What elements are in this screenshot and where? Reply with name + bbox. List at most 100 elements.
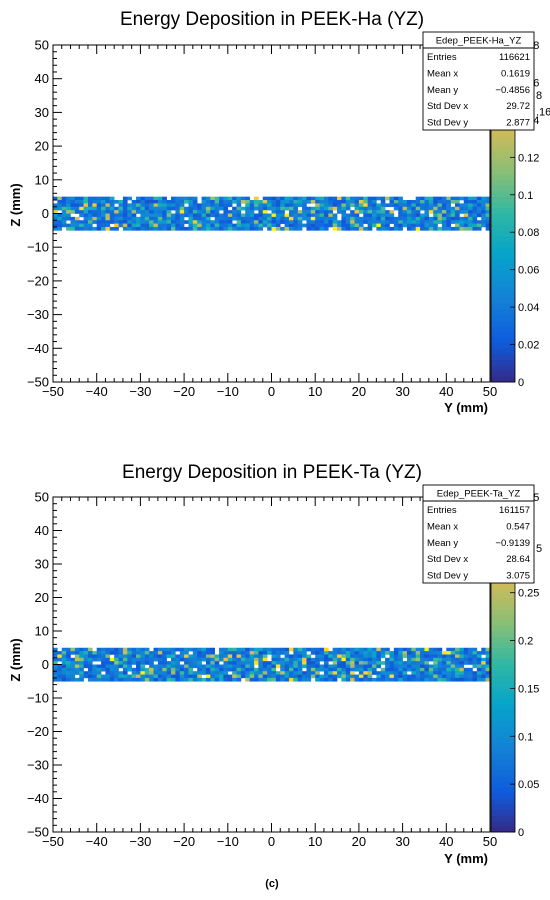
heatmap-cell <box>144 657 150 662</box>
heatmap-cell <box>476 226 482 231</box>
x-axis-label: Y (mm) <box>444 851 488 866</box>
heatmap-cell <box>280 196 285 201</box>
heatmap-cell <box>236 226 242 231</box>
heatmap-cell <box>275 213 281 218</box>
colorbar-segment <box>491 820 515 827</box>
heatmap-cell <box>254 661 259 665</box>
heatmap-cell <box>350 674 355 679</box>
heatmap-cell <box>323 654 329 659</box>
heatmap-cell <box>372 657 377 662</box>
heatmap-cell <box>455 647 460 652</box>
heatmap-cell <box>53 677 58 682</box>
y-tick-label: 10 <box>35 624 49 639</box>
heatmap-cell <box>57 216 63 221</box>
heatmap-cell <box>450 661 456 665</box>
heatmap-cell <box>227 664 233 669</box>
heatmap-cell <box>424 200 430 204</box>
heatmap-cell <box>271 206 277 211</box>
heatmap-cell <box>354 210 360 214</box>
heatmap-cell <box>232 206 237 211</box>
heatmap-cell <box>284 226 290 231</box>
heatmap-cell <box>219 654 224 659</box>
heatmap-cell <box>459 657 465 662</box>
heatmap-cell <box>201 651 207 655</box>
x-tick-label: −40 <box>86 834 108 849</box>
colorbar-segment <box>491 653 515 660</box>
colorbar-segment <box>491 275 515 282</box>
heatmap-cell <box>284 220 290 224</box>
heatmap-cell <box>437 226 443 231</box>
heatmap-cell <box>433 200 438 204</box>
heatmap-cell <box>240 196 246 201</box>
heatmap-cell <box>411 200 417 204</box>
heatmap-cell <box>288 677 294 682</box>
heatmap-cell <box>472 226 478 231</box>
heatmap-cell <box>249 206 255 211</box>
heatmap-cell <box>249 213 255 218</box>
heatmap-cell <box>157 226 163 231</box>
heatmap-cell <box>459 661 465 665</box>
heatmap-cell <box>227 210 233 214</box>
heatmap-cell <box>205 671 211 675</box>
heatmap-cell <box>223 661 229 665</box>
heatmap-cell <box>74 654 80 659</box>
heatmap-cell <box>284 654 290 659</box>
heatmap-cell <box>389 661 395 665</box>
heatmap-cell <box>358 226 364 231</box>
heatmap-cell <box>450 220 456 224</box>
colorbar-segment <box>491 826 515 833</box>
heatmap-cell <box>363 216 368 221</box>
heatmap-cell <box>358 677 364 682</box>
heatmap-cell <box>372 213 377 218</box>
heatmap-cell <box>341 667 347 672</box>
heatmap-cell <box>184 657 189 662</box>
heatmap-cell <box>232 223 237 228</box>
heatmap-cell <box>415 226 421 231</box>
heatmap-cell <box>463 651 469 655</box>
heatmap-cell <box>96 220 102 224</box>
heatmap-cell <box>140 667 146 672</box>
heatmap-cell <box>118 651 124 655</box>
heatmap-cell <box>468 657 473 662</box>
colorbar-segment <box>491 781 515 788</box>
heatmap-cell <box>476 657 482 662</box>
heatmap-cell <box>297 654 303 659</box>
heatmap-cell <box>127 203 132 208</box>
heatmap-cell <box>297 226 303 231</box>
heatmap-cell <box>170 664 176 669</box>
stats-label: Std Dev x <box>427 554 468 565</box>
heatmap-cell <box>267 226 272 231</box>
heatmap-cell <box>302 674 307 679</box>
heatmap-cell <box>380 203 386 208</box>
heatmap-cell <box>337 661 342 665</box>
heatmap-cell <box>485 647 491 652</box>
heatmap-cell <box>53 203 58 208</box>
heatmap-cell <box>153 223 159 228</box>
chart-title: Energy Deposition in PEEK-Ta (YZ) <box>122 462 422 483</box>
colorbar-tick-label: 0.25 <box>518 588 539 600</box>
heatmap-cell <box>446 226 451 231</box>
heatmap-cell <box>140 654 146 659</box>
heatmap-cell <box>157 661 163 665</box>
heatmap-cell <box>210 196 215 201</box>
heatmap-cell <box>297 651 303 655</box>
heatmap-cell <box>131 220 137 224</box>
stats-value: 161157 <box>499 505 530 516</box>
heatmap-cell <box>393 664 399 669</box>
colorbar-segment <box>491 213 515 220</box>
heatmap-cell <box>398 196 403 201</box>
heatmap-cell <box>205 667 211 672</box>
heatmap-cell <box>136 654 141 659</box>
heatmap-cell <box>214 200 220 204</box>
heatmap-cell <box>262 661 268 665</box>
heatmap-cell <box>350 223 355 228</box>
heatmap-cell <box>254 216 259 221</box>
heatmap-cell <box>424 223 430 228</box>
heatmap-cell <box>118 206 124 211</box>
heatmap-cell <box>398 671 403 675</box>
heatmap-cell <box>354 226 360 231</box>
heatmap-cell <box>288 206 294 211</box>
heatmap-cell <box>302 200 307 204</box>
heatmap-cell <box>205 674 211 679</box>
heatmap-cell <box>162 206 167 211</box>
